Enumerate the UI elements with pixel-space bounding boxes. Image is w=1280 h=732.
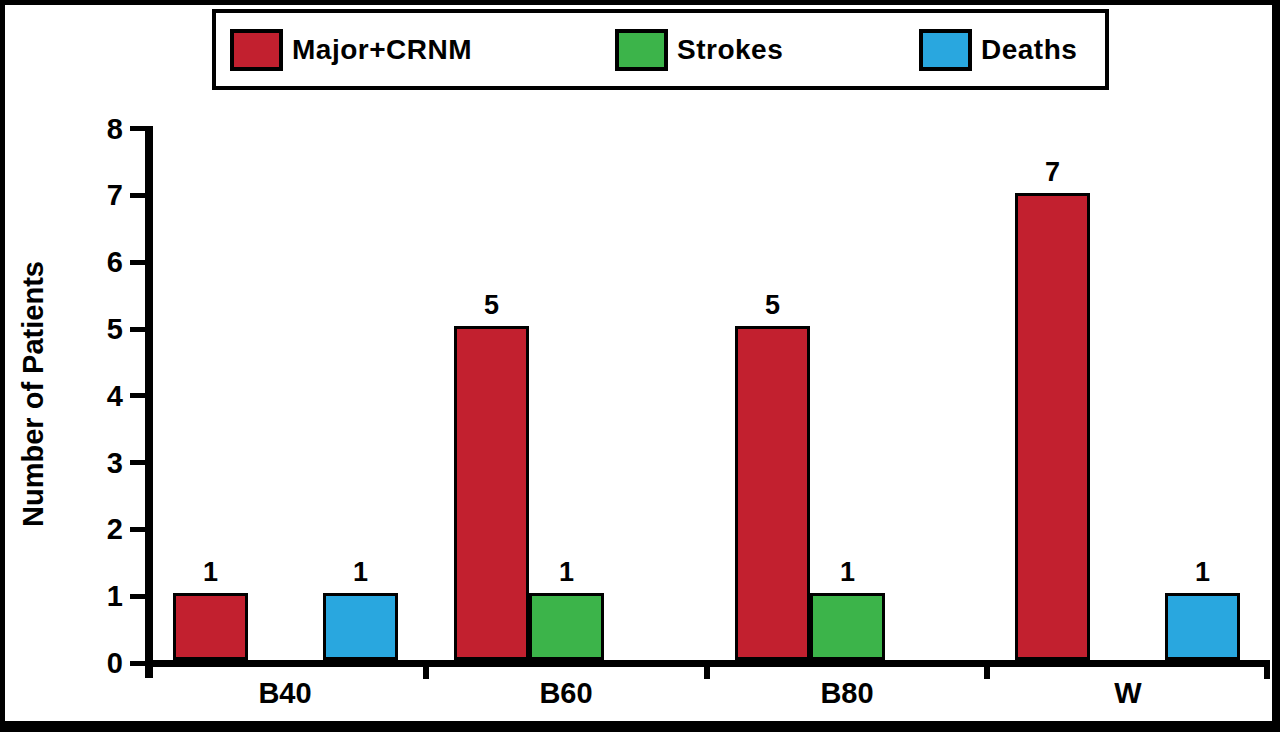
bar-strokes-b60: [529, 593, 604, 660]
y-tick-label: 1: [53, 578, 123, 614]
legend-item-strokes: Strokes: [615, 13, 783, 86]
x-axis-group-tick: [704, 660, 710, 679]
x-axis-group-tick: [423, 660, 429, 679]
y-tick-label: 7: [53, 177, 123, 213]
legend-label-major-crnm: Major+CRNM: [292, 34, 472, 66]
chart-figure: Major+CRNM Strokes Deaths Number of Pati…: [0, 0, 1280, 732]
bar-value-label-deaths-w: 1: [1145, 556, 1260, 588]
bar-major-crnm-b60: [454, 326, 529, 660]
plot-area: 012345678B40B60B80W15571111: [0, 0, 1280, 732]
y-tick-label: 0: [53, 645, 123, 681]
y-tick-label: 8: [53, 111, 123, 147]
y-axis-tick: [130, 460, 145, 465]
bar-value-label-strokes-b60: 1: [509, 556, 624, 588]
y-tick-label: 3: [53, 445, 123, 481]
legend-swatch-major-crnm-icon: [230, 29, 283, 71]
y-axis-tick: [130, 661, 145, 666]
legend: Major+CRNM Strokes Deaths: [212, 9, 1109, 90]
y-tick-label: 4: [53, 378, 123, 414]
bar-value-label-major-crnm-w: 7: [995, 156, 1110, 188]
bar-value-label-major-crnm-b80: 5: [715, 289, 830, 321]
x-axis-end-tick: [1264, 660, 1270, 679]
bar-deaths-b40: [323, 593, 398, 660]
y-axis-tick: [130, 327, 145, 332]
y-tick-label: 2: [53, 511, 123, 547]
legend-item-deaths: Deaths: [919, 13, 1077, 86]
y-axis-tick: [130, 393, 145, 398]
bar-major-crnm-b40: [173, 593, 248, 660]
y-axis-tick: [130, 260, 145, 265]
legend-label-deaths: Deaths: [981, 34, 1077, 66]
x-category-label-b80: B80: [762, 677, 932, 709]
y-axis-tick: [130, 527, 145, 532]
bar-value-label-deaths-b40: 1: [303, 556, 418, 588]
legend-item-major-crnm: Major+CRNM: [230, 13, 472, 86]
y-axis-title: Number of Patients: [17, 261, 50, 527]
x-category-label-b40: B40: [200, 677, 370, 709]
y-tick-label: 6: [53, 244, 123, 280]
y-axis-tick: [130, 594, 145, 599]
bar-major-crnm-b80: [735, 326, 810, 660]
bar-value-label-strokes-b80: 1: [790, 556, 905, 588]
x-category-label-w: W: [1043, 677, 1213, 709]
legend-swatch-deaths-icon: [919, 29, 972, 71]
x-category-label-b60: B60: [481, 677, 651, 709]
y-axis-tick: [130, 126, 145, 131]
legend-swatch-strokes-icon: [615, 29, 668, 71]
bar-value-label-major-crnm-b40: 1: [153, 556, 268, 588]
bar-major-crnm-w: [1015, 193, 1090, 660]
y-tick-label: 5: [53, 311, 123, 347]
legend-label-strokes: Strokes: [677, 34, 783, 66]
bar-strokes-b80: [810, 593, 885, 660]
x-axis-group-tick: [984, 660, 990, 679]
y-axis-line: [145, 126, 153, 678]
bar-deaths-w: [1165, 593, 1240, 660]
y-axis-tick: [130, 193, 145, 198]
bar-value-label-major-crnm-b60: 5: [434, 289, 549, 321]
